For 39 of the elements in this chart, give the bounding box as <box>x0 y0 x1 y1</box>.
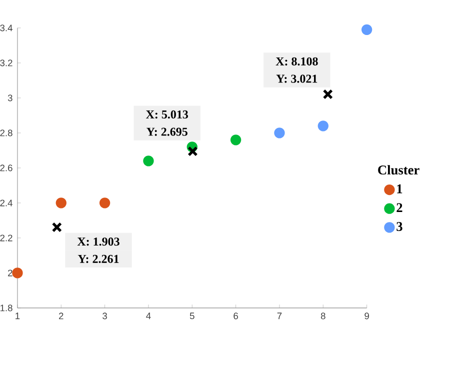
point <box>143 156 154 166</box>
annotation: X: 8.108 <box>276 57 318 66</box>
x-tick-label: 6 <box>234 312 238 320</box>
y-tick-label: 2.6 <box>0 164 12 172</box>
y-tick-label: 1.8 <box>0 304 12 312</box>
point <box>12 268 23 278</box>
point <box>318 120 328 132</box>
point <box>322 89 333 100</box>
x-tick-label: 1 <box>16 312 20 320</box>
x-tick-label: 5 <box>190 312 194 320</box>
y-tick-label: 3.4 <box>0 24 12 32</box>
legend-title: Cluster <box>378 165 420 175</box>
y-tick-label: 2 <box>8 270 12 276</box>
legend-label: 3 <box>396 222 402 231</box>
annotation: X: 5.013 <box>146 110 188 119</box>
x-tick-label: 7 <box>277 312 282 320</box>
x-tick-label: 4 <box>146 312 151 320</box>
y-tick-label: 2.8 <box>0 130 12 136</box>
point <box>230 134 242 146</box>
y-tick-label: 2.2 <box>0 234 12 242</box>
point <box>188 146 198 156</box>
point <box>56 198 66 208</box>
annotation: X: 1.903 <box>77 238 120 246</box>
point <box>99 198 110 208</box>
y-tick-label: 3 <box>8 94 12 102</box>
x-tick-label: 9 <box>364 312 369 320</box>
x-tick-label: 8 <box>320 312 326 320</box>
point <box>274 128 285 138</box>
y-tick-label: 2.4 <box>0 200 12 206</box>
legend-label: 1 <box>397 184 402 194</box>
point <box>361 24 372 36</box>
point <box>52 222 62 232</box>
x-tick-label: 2 <box>59 312 64 320</box>
annotation: Y: 3.021 <box>276 74 318 83</box>
x-tick-label: 3 <box>102 312 107 320</box>
annotation: Y: 2.695 <box>146 128 188 136</box>
legend-label: 2 <box>396 203 402 212</box>
y-tick-label: 3.2 <box>0 60 12 66</box>
annotation: Y: 2.261 <box>78 254 119 263</box>
